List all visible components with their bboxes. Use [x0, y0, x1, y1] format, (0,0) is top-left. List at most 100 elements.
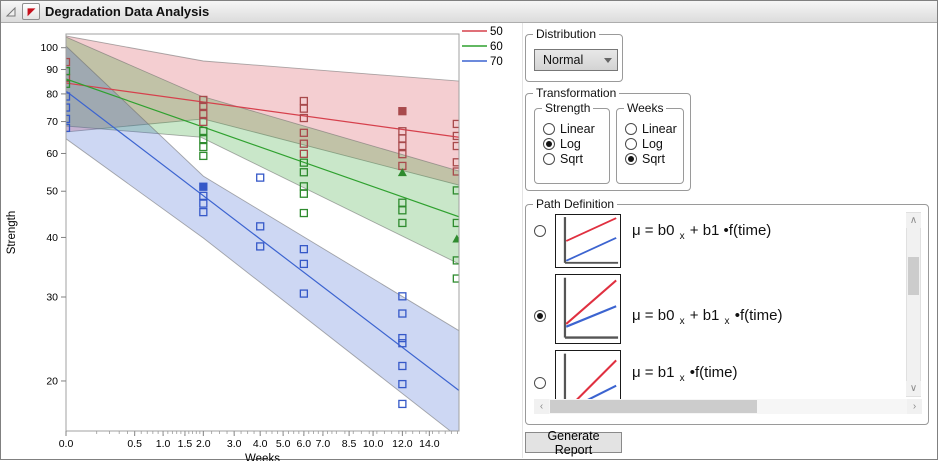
data-point-70[interactable] — [398, 333, 407, 343]
x-tick-label: 3.0 — [227, 438, 242, 450]
data-point-50[interactable] — [452, 158, 460, 167]
data-point-70[interactable] — [398, 292, 407, 301]
legend-label-50[interactable]: 50 — [490, 26, 503, 38]
data-point-50[interactable] — [299, 139, 309, 148]
path-option-2-thumbnail[interactable] — [555, 274, 621, 344]
path-option-3-thumbnail[interactable] — [555, 350, 621, 400]
data-point-70[interactable] — [63, 103, 71, 112]
data-point-50[interactable] — [398, 150, 407, 159]
path-option-2-radio[interactable] — [534, 309, 546, 323]
scroll-down-icon[interactable]: ∨ — [906, 381, 921, 396]
scroll-up-icon[interactable]: ∧ — [906, 213, 921, 228]
data-point-60[interactable] — [299, 168, 309, 177]
radio-strength-sqrt[interactable]: Sqrt — [543, 152, 583, 166]
path-option-1-formula[interactable]: μ = b0 x + b1 •f(time) — [632, 222, 771, 242]
red-triangle-menu-button[interactable] — [22, 3, 40, 20]
radio-label: Log — [642, 137, 663, 151]
x-tick-label: 1.5 — [178, 438, 193, 450]
data-point-50[interactable] — [398, 141, 407, 151]
radio-icon — [543, 123, 555, 135]
censored-point-60[interactable] — [397, 168, 407, 177]
data-point-70[interactable] — [299, 289, 309, 298]
data-point-70[interactable] — [256, 173, 265, 182]
data-point-60[interactable] — [299, 189, 309, 198]
data-point-60[interactable] — [199, 134, 208, 144]
data-point-70[interactable] — [199, 207, 208, 217]
data-point-50[interactable] — [199, 117, 208, 127]
radio-weeks-linear[interactable]: Linear — [625, 122, 677, 136]
data-point-60[interactable] — [452, 256, 460, 265]
data-point-60[interactable] — [63, 66, 71, 76]
data-point-50[interactable] — [452, 141, 460, 151]
data-point-70[interactable] — [398, 361, 407, 371]
scroll-left-icon[interactable]: ‹ — [534, 399, 549, 414]
vertical-scroll-thumb[interactable] — [908, 257, 919, 295]
data-point-50[interactable] — [452, 131, 460, 141]
data-point-60[interactable] — [199, 151, 208, 161]
y-tick-label: 50 — [46, 186, 58, 198]
data-point-70[interactable] — [398, 309, 407, 318]
data-point-50[interactable] — [199, 101, 208, 111]
data-point-60[interactable] — [299, 208, 309, 218]
radio-icon — [625, 138, 637, 150]
data-point-60[interactable] — [199, 142, 208, 152]
data-point-60[interactable] — [398, 206, 407, 215]
data-point-70[interactable] — [199, 191, 208, 200]
path-option-3-formula[interactable]: μ = b1 x •f(time) — [632, 364, 738, 384]
data-point-50[interactable] — [63, 73, 71, 83]
data-point-60[interactable] — [199, 126, 208, 136]
radio-strength-log[interactable]: Log — [543, 137, 581, 151]
radio-weeks-sqrt[interactable]: Sqrt — [625, 152, 665, 166]
path-option-2-formula[interactable]: μ = b0 x + b1 x •f(time) — [632, 307, 782, 327]
data-point-50[interactable] — [452, 167, 460, 176]
legend-label-60[interactable]: 60 — [490, 41, 503, 53]
data-point-50[interactable] — [199, 109, 208, 119]
data-point-60[interactable] — [63, 79, 71, 88]
data-point-70[interactable] — [398, 399, 407, 409]
path-list-vertical-scrollbar[interactable]: ∧ ∨ — [906, 212, 921, 397]
data-point-50[interactable] — [299, 128, 309, 137]
data-point-70[interactable] — [256, 222, 265, 231]
plot-area[interactable] — [66, 34, 459, 431]
data-point-50[interactable] — [299, 104, 309, 113]
degradation-plot[interactable]: 0.0 0.5 1.0 1.5 2.0 3.0 4.0 5.0 6.0 7.0 8.5 10.0 12.… — [1, 23, 525, 465]
generate-report-button[interactable]: Generate Report — [525, 429, 622, 457]
data-point-filled-50[interactable] — [398, 107, 407, 116]
data-point-filled-70[interactable] — [199, 182, 208, 191]
data-point-60[interactable] — [398, 218, 407, 228]
data-point-70[interactable] — [299, 245, 309, 254]
data-point-50[interactable] — [199, 95, 208, 105]
data-point-50[interactable] — [452, 119, 460, 129]
transformation-group: Transformation Strength Linear Log Sqrt … — [525, 86, 691, 191]
data-point-70[interactable] — [63, 92, 71, 101]
radio-strength-linear[interactable]: Linear — [543, 122, 595, 136]
data-point-70[interactable] — [398, 339, 407, 348]
data-point-60[interactable] — [299, 158, 309, 167]
data-point-60[interactable] — [452, 218, 460, 228]
data-point-70[interactable] — [398, 379, 407, 389]
radio-weeks-log[interactable]: Log — [625, 137, 663, 151]
distribution-select[interactable]: Normal — [534, 49, 618, 71]
collapse-triangle-icon[interactable] — [5, 6, 17, 18]
legend-label-70[interactable]: 70 — [490, 56, 503, 68]
data-point-70[interactable] — [63, 114, 71, 124]
data-point-60[interactable] — [452, 186, 460, 195]
data-point-50[interactable] — [63, 57, 71, 67]
path-list-horizontal-scrollbar[interactable]: ‹ › — [534, 399, 922, 414]
scroll-right-icon[interactable]: › — [907, 399, 922, 414]
data-point-50[interactable] — [299, 149, 309, 158]
x-tick-label: 2.0 — [196, 438, 211, 450]
data-point-60[interactable] — [452, 274, 460, 283]
path-option-1-thumbnail[interactable] — [555, 214, 621, 268]
data-point-70[interactable] — [256, 242, 265, 251]
data-point-50[interactable] — [299, 113, 309, 123]
censored-point-60[interactable] — [452, 234, 461, 243]
data-point-70[interactable] — [199, 199, 208, 208]
horizontal-scroll-thumb[interactable] — [550, 400, 757, 413]
data-point-70[interactable] — [63, 123, 71, 133]
path-option-1-radio[interactable] — [534, 224, 546, 238]
path-option-3-radio[interactable] — [534, 376, 546, 390]
strength-transform-group: Strength Linear Log Sqrt — [534, 101, 610, 184]
data-point-70[interactable] — [299, 259, 309, 269]
y-tick-label: 20 — [46, 375, 58, 387]
